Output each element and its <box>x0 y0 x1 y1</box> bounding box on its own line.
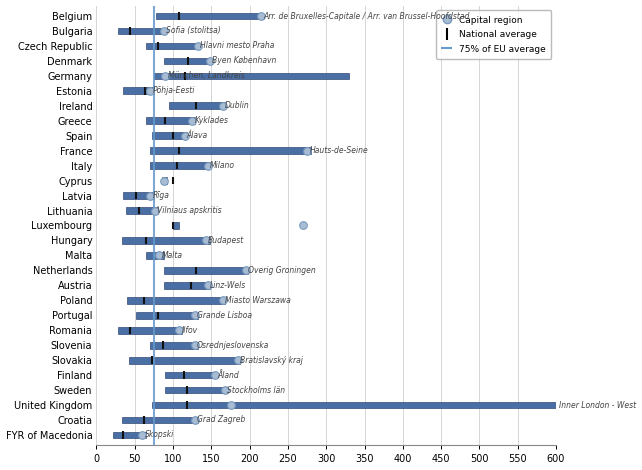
Bar <box>136 312 198 319</box>
Legend: Capital region, National average, 75% of EU average: Capital region, National average, 75% of… <box>436 10 551 59</box>
Text: Åland: Åland <box>218 371 239 380</box>
Bar <box>162 177 167 184</box>
Bar <box>169 102 225 109</box>
Bar <box>123 87 154 94</box>
Bar <box>150 147 311 154</box>
Bar <box>150 162 210 169</box>
Bar <box>122 416 198 423</box>
Text: Linz-Wels: Linz-Wels <box>210 281 246 290</box>
Text: Dublin: Dublin <box>225 102 250 110</box>
Bar <box>126 207 158 214</box>
Text: Grad Zagreb: Grad Zagreb <box>197 415 245 424</box>
Text: Grande Lisboa: Grande Lisboa <box>197 311 252 320</box>
Bar <box>152 133 187 139</box>
Bar <box>164 282 210 289</box>
Text: Bratislavský kraj: Bratislavský kraj <box>241 356 303 365</box>
Bar <box>118 327 182 334</box>
Bar <box>152 402 556 408</box>
Text: Inner London - West: Inner London - West <box>559 400 636 409</box>
Text: Põhja-Eesti: Põhja-Eesti <box>152 86 195 95</box>
Text: Milano: Milano <box>210 161 235 170</box>
Text: Arr. de Bruxelles-Capitale / Arr. van Brussel-Hoofdstad: Arr. de Bruxelles-Capitale / Arr. van Br… <box>263 12 470 21</box>
Bar <box>166 372 218 378</box>
Text: Rīga: Rīga <box>152 191 169 200</box>
Bar <box>122 237 210 244</box>
Text: Miasto Warszawa: Miasto Warszawa <box>225 296 291 305</box>
Text: Overig Groningen: Overig Groningen <box>248 266 316 275</box>
Bar <box>128 357 241 363</box>
Bar <box>146 252 164 259</box>
Text: Hauts-de-Seine: Hauts-de-Seine <box>309 146 368 155</box>
Bar <box>173 222 179 229</box>
Text: Budapest: Budapest <box>208 236 245 245</box>
Bar <box>156 13 261 19</box>
Bar <box>123 192 154 199</box>
Text: Byen København: Byen København <box>212 56 277 65</box>
Text: Álava: Álava <box>187 131 208 140</box>
Text: Ilfov: Ilfov <box>182 326 198 335</box>
Text: Hlavni mesto Praha: Hlavni mesto Praha <box>200 41 274 50</box>
Bar <box>150 342 198 349</box>
Text: Osrednjeslovenska: Osrednjeslovenska <box>197 341 269 350</box>
Bar <box>146 118 195 124</box>
Bar <box>164 57 210 64</box>
Bar <box>127 297 225 304</box>
Bar <box>118 28 166 34</box>
Text: Sofia (stolitsa): Sofia (stolitsa) <box>166 26 221 36</box>
Bar <box>166 387 228 393</box>
Text: München, Landkreis: München, Landkreis <box>168 71 245 80</box>
Bar <box>146 43 198 49</box>
Text: Vilniaus apskritis: Vilniaus apskritis <box>157 206 221 215</box>
Text: Kyklades: Kyklades <box>195 116 229 125</box>
Bar <box>114 431 146 439</box>
Text: Stockholms län: Stockholms län <box>227 385 286 394</box>
Text: Skopski: Skopski <box>144 431 174 439</box>
Bar <box>164 267 248 274</box>
Bar <box>154 72 349 79</box>
Text: Malta: Malta <box>162 251 182 260</box>
